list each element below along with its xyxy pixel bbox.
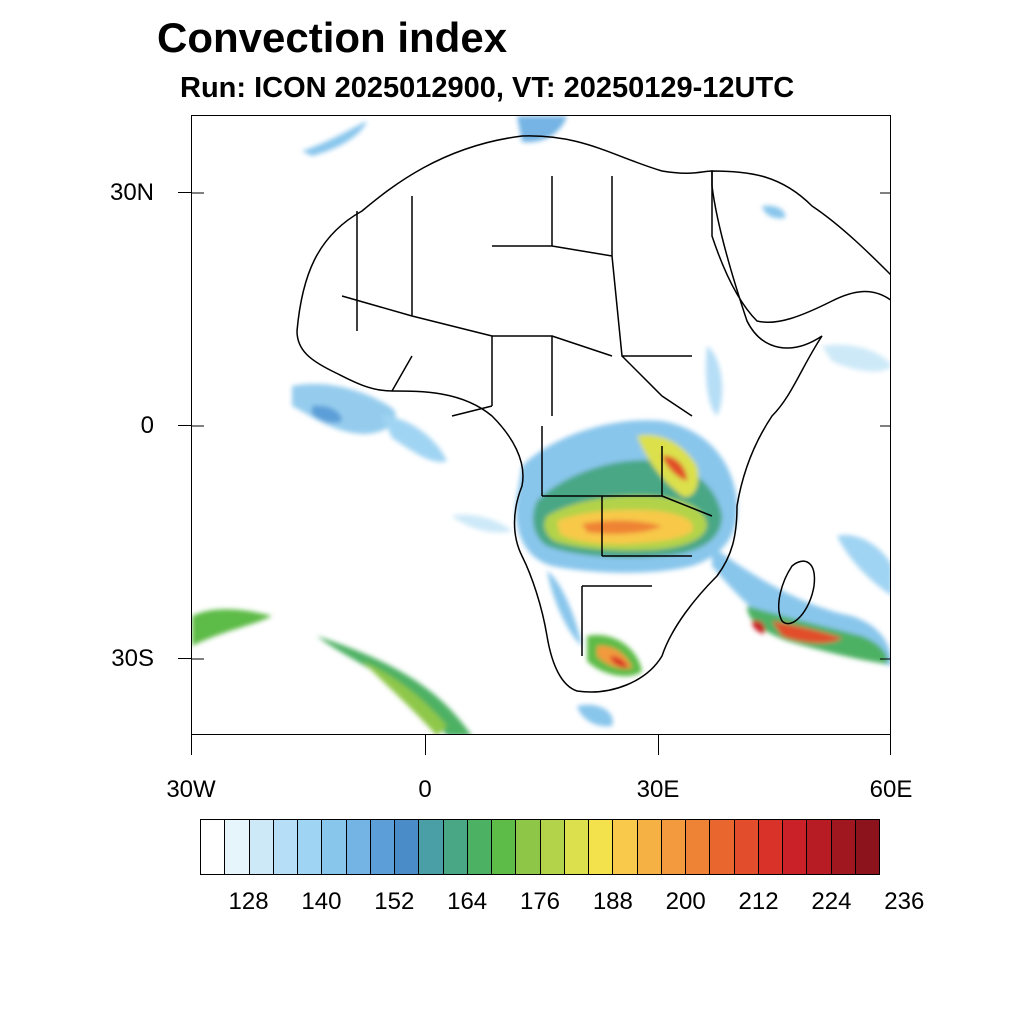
colorbar-swatch-21 (710, 820, 735, 874)
madagascar-outline (778, 560, 816, 625)
arabia-coastline (711, 170, 890, 324)
colorbar-swatch-25 (807, 820, 832, 874)
colorbar-swatch-22 (734, 820, 759, 874)
colorbar-label-188: 188 (592, 888, 633, 915)
lon-label-30w: 30W (166, 776, 216, 803)
colorbar-swatch-7 (370, 820, 395, 874)
colorbar-swatch-11 (467, 820, 492, 874)
colorbar-swatch-14 (540, 820, 565, 874)
tick-lat-30s (178, 658, 191, 659)
colorbar-swatch-6 (346, 820, 371, 874)
colorbar-swatch-18 (637, 820, 662, 874)
lon-label-60e: 60E (869, 776, 913, 803)
field-mediterranean (302, 121, 367, 156)
tick-lon-30e (658, 735, 659, 755)
field-atlantic-equatorial (292, 383, 396, 434)
colorbar-label-128: 128 (228, 888, 269, 915)
chart-title: Convection index (157, 14, 508, 61)
tick-lon-0 (425, 735, 426, 755)
colorbar-swatch-24 (783, 820, 808, 874)
colorbar-swatch-12 (492, 820, 517, 874)
map-canvas (192, 116, 890, 734)
colorbar-swatch-20 (686, 820, 711, 874)
colorbar-swatch-1 (225, 820, 250, 874)
interior-ticks (192, 192, 890, 660)
colorbar-label-140: 140 (301, 888, 342, 915)
map-panel (191, 115, 891, 735)
colorbar-label-152: 152 (374, 888, 415, 915)
colorbar-label-176: 176 (519, 888, 561, 915)
colorbar-swatch-3 (273, 820, 298, 874)
colorbar-swatch-19 (661, 820, 686, 874)
chart-subtitle: Run: ICON 2025012900, VT: 20250129-12UTC (180, 72, 795, 104)
colorbar-swatch-4 (298, 820, 323, 874)
colorbar-swatch-26 (831, 820, 856, 874)
tick-lon-60e (890, 735, 891, 755)
africa-coastline (296, 135, 823, 693)
tick-lon-30w (191, 735, 192, 755)
colorbar (200, 819, 880, 875)
convection-field (192, 116, 890, 734)
colorbar-label-212: 212 (738, 888, 779, 915)
tick-lat-30n (178, 192, 191, 193)
colorbar-swatch-10 (443, 820, 468, 874)
colorbar-swatch-5 (322, 820, 347, 874)
colorbar-label-236: 236 (884, 888, 925, 915)
colorbar-swatch-0 (201, 820, 226, 874)
lon-label-0: 0 (418, 776, 432, 803)
colorbar-swatch-2 (249, 820, 274, 874)
colorbar-swatch-9 (419, 820, 444, 874)
lon-label-30e: 30E (636, 776, 680, 803)
lat-label-0: 0 (140, 412, 154, 439)
colorbar-label-200: 200 (665, 888, 706, 915)
field-south-atlantic-band (192, 609, 272, 646)
colorbar-swatch-13 (516, 820, 541, 874)
country-borders (296, 135, 890, 693)
colorbar-swatch-17 (613, 820, 638, 874)
colorbar-swatch-27 (855, 820, 879, 874)
colorbar-swatch-16 (589, 820, 614, 874)
colorbar-label-164: 164 (447, 888, 488, 915)
colorbar-label-224: 224 (811, 888, 852, 915)
tick-lat-0 (178, 425, 191, 426)
lat-label-30s: 30S (111, 645, 154, 672)
colorbar-swatch-8 (395, 820, 420, 874)
colorbar-swatch-15 (564, 820, 589, 874)
lat-label-30n: 30N (109, 179, 154, 206)
colorbar-swatch-23 (758, 820, 783, 874)
